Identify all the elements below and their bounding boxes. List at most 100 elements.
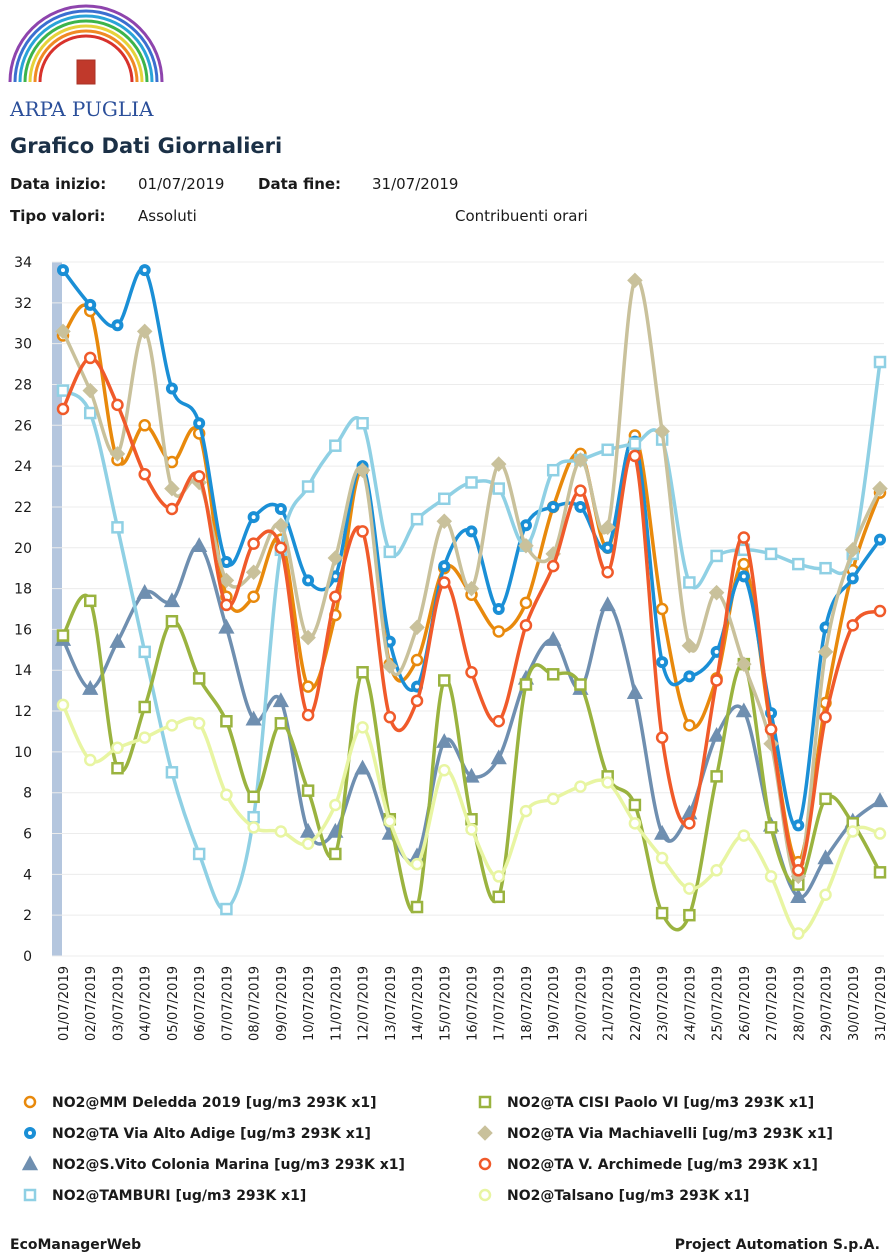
point <box>111 319 124 332</box>
point <box>138 419 151 432</box>
footer-left: EcoManagerWeb <box>10 1237 141 1253</box>
x-tick-label: 03/07/2019 <box>111 966 126 1041</box>
x-tick-label: 24/07/2019 <box>683 966 698 1041</box>
point <box>736 656 752 672</box>
point <box>683 670 696 683</box>
point <box>356 721 369 734</box>
y-tick-label: 30 <box>14 337 32 353</box>
point <box>247 810 260 824</box>
point <box>519 596 533 610</box>
point <box>274 502 287 515</box>
x-tick-label: 17/07/2019 <box>493 966 508 1041</box>
field-value: Assoluti <box>138 207 197 225</box>
y-tick-label: 6 <box>23 827 32 843</box>
point <box>220 556 233 569</box>
point <box>710 674 723 687</box>
y-tick-label: 24 <box>14 459 32 475</box>
point <box>601 541 614 554</box>
point <box>628 449 642 463</box>
point <box>655 851 669 865</box>
point <box>873 866 887 879</box>
point <box>354 462 371 478</box>
point <box>56 698 70 712</box>
point <box>436 733 453 748</box>
point <box>655 602 669 616</box>
legend-label: NO2@TA Via Alto Adige [ug/m3 293K x1] <box>52 1126 371 1142</box>
point <box>82 382 99 399</box>
point <box>817 644 834 660</box>
point <box>683 817 696 830</box>
x-tick-label: 16/07/2019 <box>466 966 481 1041</box>
point <box>846 825 860 838</box>
legend-label: NO2@TAMBURI [ug/m3 293K x1] <box>52 1188 306 1204</box>
legend-label: NO2@TA Via Machiavelli [ug/m3 293K x1] <box>507 1126 833 1142</box>
point <box>735 702 752 718</box>
point <box>220 788 233 801</box>
point <box>492 890 505 904</box>
field-label: Data fine: <box>258 175 341 193</box>
point <box>56 384 70 397</box>
point <box>438 576 451 589</box>
point <box>274 825 288 838</box>
point <box>136 584 153 599</box>
point <box>492 482 505 495</box>
point <box>301 784 315 797</box>
point <box>819 561 832 575</box>
point <box>356 417 369 430</box>
series: NO2@TA V. Archimede [ug/m3 293K x1] <box>56 351 887 1173</box>
point <box>109 446 126 462</box>
point <box>191 537 208 552</box>
point <box>546 792 560 806</box>
point <box>792 557 805 571</box>
point <box>465 666 478 679</box>
point <box>383 710 397 724</box>
point <box>792 819 805 832</box>
y-tick-label: 2 <box>23 908 32 924</box>
x-tick-label: 13/07/2019 <box>384 966 399 1041</box>
point <box>382 658 398 674</box>
x-tick-label: 15/07/2019 <box>438 966 453 1041</box>
point <box>247 821 260 834</box>
point <box>23 1188 37 1202</box>
point <box>546 668 560 681</box>
point <box>83 594 97 608</box>
series: NO2@S.Vito Colonia Marina [ug/m3 293K x1… <box>21 537 889 1173</box>
point <box>871 792 889 808</box>
x-tick-label: 23/07/2019 <box>656 966 671 1041</box>
point <box>764 723 778 736</box>
point <box>819 792 832 806</box>
point <box>301 837 315 850</box>
point <box>463 580 480 597</box>
point <box>764 821 778 834</box>
point <box>56 629 70 642</box>
x-tick-label: 20/07/2019 <box>574 966 589 1041</box>
x-tick-label: 26/07/2019 <box>738 966 753 1041</box>
point <box>274 717 288 730</box>
y-tick-label: 32 <box>14 296 32 312</box>
field-value: 31/07/2019 <box>372 175 458 193</box>
x-tick-label: 06/07/2019 <box>193 966 208 1041</box>
point <box>247 511 260 524</box>
point <box>299 822 317 838</box>
point <box>165 766 179 779</box>
x-tick-label: 04/07/2019 <box>139 966 154 1041</box>
point <box>873 355 887 369</box>
point <box>518 537 534 554</box>
point <box>656 656 669 669</box>
x-tick-label: 29/07/2019 <box>820 966 835 1041</box>
point <box>599 519 616 536</box>
point <box>683 882 696 895</box>
point <box>327 550 344 566</box>
point <box>409 619 425 636</box>
point <box>873 604 887 618</box>
legend-label: NO2@TA V. Archimede [ug/m3 293K x1] <box>507 1157 818 1173</box>
x-tick-label: 27/07/2019 <box>765 966 780 1041</box>
point <box>683 719 696 732</box>
series-line <box>61 277 882 880</box>
y-tick-label: 16 <box>14 622 32 638</box>
y-tick-label: 0 <box>23 949 32 965</box>
point <box>356 666 369 679</box>
point <box>300 629 316 646</box>
x-tick-label: 30/07/2019 <box>847 966 862 1041</box>
point <box>846 619 860 632</box>
